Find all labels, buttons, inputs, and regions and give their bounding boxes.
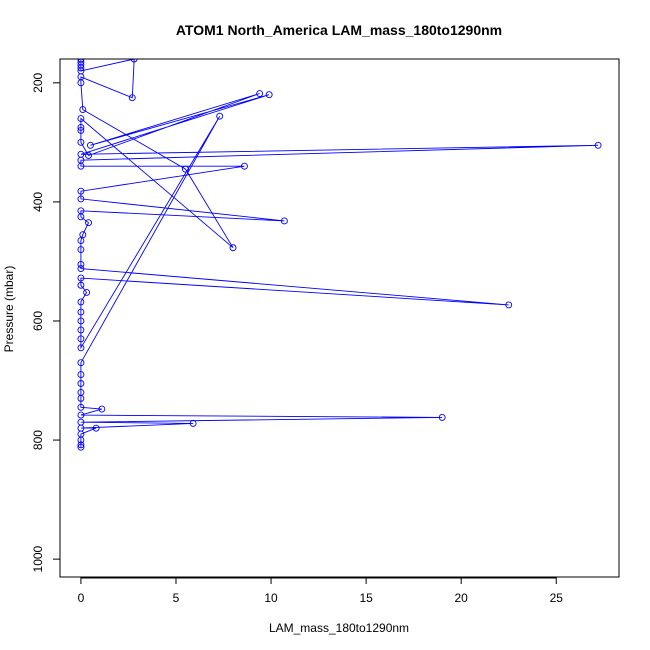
data-point <box>182 165 189 173</box>
y-axis-label: Pressure (mbar) <box>2 266 16 353</box>
data-point <box>77 344 85 352</box>
series-layer <box>77 59 602 451</box>
data-point <box>77 403 85 411</box>
data-point <box>438 413 446 421</box>
x-tick-label: 10 <box>264 591 278 605</box>
data-point <box>77 394 85 402</box>
data-point <box>77 443 85 451</box>
data-point <box>77 371 85 379</box>
data-point <box>77 265 85 273</box>
data-point <box>79 231 87 239</box>
plot-area <box>77 59 602 451</box>
data-point <box>83 288 91 296</box>
y-tick-label: 400 <box>31 192 45 212</box>
data-point <box>77 326 85 334</box>
data-point <box>505 301 513 309</box>
data-point <box>77 260 85 268</box>
data-point <box>77 308 85 316</box>
data-point <box>256 90 264 97</box>
y-tick-label: 800 <box>31 430 45 450</box>
x-tick-label: 25 <box>550 591 564 605</box>
data-point <box>128 94 136 102</box>
data-point <box>189 419 197 427</box>
data-point <box>98 405 106 413</box>
data-point <box>77 195 85 203</box>
y-tick-label: 600 <box>31 311 45 331</box>
data-point <box>77 380 85 387</box>
data-point <box>79 106 87 114</box>
y-axis: 200 400 600 800 1000 <box>31 72 61 572</box>
chart-title: ATOM1 North_America LAM_mass_180to1290nm <box>176 22 502 38</box>
data-point <box>265 91 273 99</box>
data-point <box>77 274 85 282</box>
y-tick-label: 200 <box>31 72 45 92</box>
x-axis: 0 5 10 15 20 25 <box>78 577 564 605</box>
x-tick-label: 15 <box>359 591 373 605</box>
data-point <box>216 112 224 120</box>
data-point <box>77 281 85 289</box>
x-tick-label: 0 <box>78 591 85 605</box>
data-point <box>77 115 85 122</box>
data-point <box>77 441 85 449</box>
data-point <box>85 152 92 159</box>
data-point <box>130 59 138 63</box>
data-point <box>77 79 85 87</box>
series-line <box>80 59 599 448</box>
x-tick-label: 5 <box>173 591 180 605</box>
data-point <box>594 141 602 149</box>
x-axis-label: LAM_mass_180to1290nm <box>269 621 409 635</box>
data-point <box>77 237 85 245</box>
data-point <box>77 298 85 306</box>
data-point <box>92 424 100 432</box>
data-point <box>77 335 85 343</box>
data-point <box>77 246 85 253</box>
data-point <box>229 244 237 252</box>
plot-frame <box>59 58 620 578</box>
y-tick-label: 1000 <box>31 545 45 572</box>
data-point <box>77 138 85 146</box>
data-point <box>240 162 248 170</box>
data-point <box>77 162 85 170</box>
data-point <box>77 213 85 221</box>
data-point <box>280 217 288 225</box>
data-point <box>77 436 85 444</box>
data-point <box>77 187 85 195</box>
data-point <box>77 359 85 367</box>
data-point <box>77 126 85 134</box>
data-point <box>86 141 94 149</box>
data-point <box>77 64 85 72</box>
data-point <box>77 317 85 325</box>
data-point <box>77 411 85 419</box>
data-point <box>85 219 92 227</box>
data-point <box>77 124 85 131</box>
x-tick-label: 20 <box>455 591 469 605</box>
